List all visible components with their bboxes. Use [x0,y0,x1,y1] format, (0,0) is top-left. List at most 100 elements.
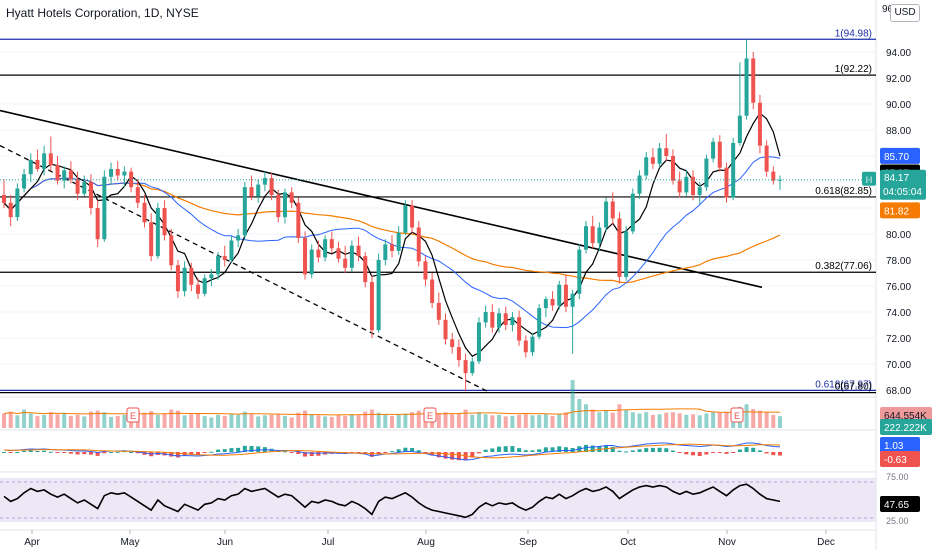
volume-bar [8,411,13,428]
volume-bar [276,413,281,428]
volume-bar [684,414,689,428]
macd-hist-bar [88,452,93,455]
candle-body [336,248,341,259]
candle-body [316,249,321,258]
volume-bar [369,409,374,428]
macd-hist-bar [189,452,194,455]
earnings-marker[interactable] [423,407,437,423]
price-grid [0,51,876,391]
candle-body [175,265,180,292]
candle-body [617,218,622,277]
macd-hist-bar [757,450,762,452]
candle-body [463,360,468,374]
volume-bar [122,414,127,428]
volume-bar [543,414,548,428]
volume-bar [590,409,595,428]
volume-bar [530,415,535,428]
macd-hist-bar [744,447,749,452]
earnings-marker[interactable] [126,407,140,423]
candle-body [356,245,361,257]
macd-hist-bar [657,447,662,452]
candle-body [450,339,455,348]
earnings-marker-label: E [427,411,433,421]
macd-hist-bar [630,450,635,452]
volume-bar [216,414,221,428]
candle-body [517,317,522,341]
macd-hist-bar [209,451,214,453]
macd-hist-bar [403,447,408,452]
macd-hist-bar [436,452,441,458]
macd-hist-bar [664,448,669,452]
candle-body [664,148,669,156]
badge-macd-bg [880,437,920,453]
macd-hist-bar [777,452,783,456]
candle-body [670,156,675,181]
badge-macd: 1.03 [884,441,904,452]
volume-bar [282,415,287,428]
volume-bar [517,414,522,428]
candle-body [68,170,73,180]
volume-bar [751,409,756,428]
volume-bar [490,415,495,428]
macd-hist-bar [309,452,314,456]
candle-body [282,192,287,218]
candle-body [764,145,769,172]
volume-bar [256,416,261,428]
volume-bar [717,412,722,428]
candle-body [129,171,134,188]
candle-body [456,347,461,361]
macd-hist-bar [490,448,495,452]
volume-bar [537,414,542,428]
macd-hist-bar [95,452,100,456]
macd-hist-bar [430,452,435,456]
volume-bar [169,409,174,428]
volume-bar [510,415,515,428]
macd-hist-bar [583,444,589,452]
macd-hist-bar [644,448,649,452]
macd-hist-bar [410,448,415,452]
macd-hist-bar [356,452,361,453]
candle-body [15,188,20,218]
candle-body [523,340,528,353]
candle-body [630,193,635,232]
trendline-solid [0,109,763,289]
volume-bar [650,414,655,428]
macd-hist-bar [236,447,241,452]
macd-hist-bar [102,452,107,454]
volume-bar [68,415,73,428]
volume-bar [316,415,321,428]
currency-selector[interactable]: USD [890,4,920,22]
volume-bar [670,412,675,428]
volume-bar [677,413,682,428]
volume-bar [142,412,147,428]
volume-bar [583,404,589,428]
candle-body [624,231,629,277]
candle-body [109,169,114,177]
volume-bar [403,413,408,428]
candle-body [410,205,415,228]
macd-hist-bar [557,446,562,452]
candle-body [383,244,388,260]
candle-body [711,141,716,159]
volume-bar [376,412,381,428]
volume-bar [711,412,716,428]
candle-body [349,245,354,268]
badge-countdown: 04:05:04 [883,187,922,198]
macd-hist-bar [48,451,53,453]
h-marker-bg [862,171,876,186]
candle-body [323,239,328,258]
ma-slow-line [3,177,781,284]
volume-bar [48,412,53,428]
volume-bar [62,412,67,428]
earnings-marker[interactable] [730,407,744,423]
candle-body [650,157,655,164]
candle-body [604,201,609,228]
volume-bar [503,416,508,428]
macd-hist-bar [737,449,742,452]
candle-body [28,159,33,175]
candle-body [82,182,87,194]
candle-body [724,167,729,198]
macd-hist-bar [42,450,47,452]
